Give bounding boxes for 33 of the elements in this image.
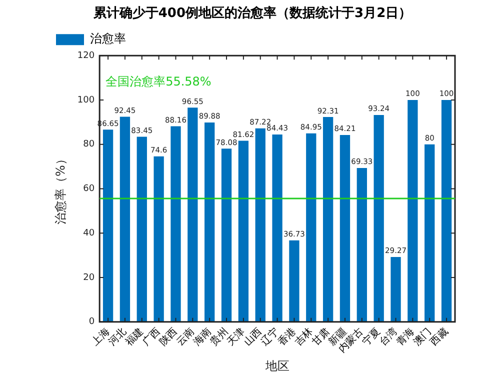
bar [188, 108, 198, 322]
bar [120, 116, 130, 322]
bar [238, 140, 249, 322]
bar [289, 240, 300, 322]
bar [441, 100, 452, 322]
bar [255, 128, 266, 322]
bar [374, 114, 384, 322]
bar [424, 144, 435, 322]
y-tick-label: 40 [83, 228, 95, 238]
bar [221, 148, 232, 322]
ref-line-label: 全国治愈率55.58% [106, 74, 212, 88]
bar [408, 100, 418, 322]
bar [306, 133, 316, 322]
y-axis-title: 治愈率（%） [53, 153, 68, 224]
y-tick-label: 80 [83, 140, 95, 150]
bar [272, 134, 282, 322]
bar [356, 168, 367, 322]
y-tick-label: 0 [88, 317, 95, 328]
y-tick-label: 100 [77, 95, 95, 106]
chart-title: 累计确少于400例地区的治愈率（数据统计于3月2日） [92, 5, 412, 22]
legend-label: 治愈率 [90, 32, 126, 46]
y-tick-label: 120 [77, 50, 95, 61]
bar [154, 156, 164, 322]
y-tick-label: 60 [83, 184, 95, 194]
bar [136, 136, 147, 322]
bar [322, 117, 334, 322]
bar [102, 130, 114, 322]
y-tick-label: 20 [83, 272, 95, 283]
x-axis-title: 地区 [264, 358, 290, 373]
bar [340, 135, 350, 322]
bar [170, 126, 181, 322]
bar [204, 122, 215, 322]
bar [390, 256, 401, 322]
